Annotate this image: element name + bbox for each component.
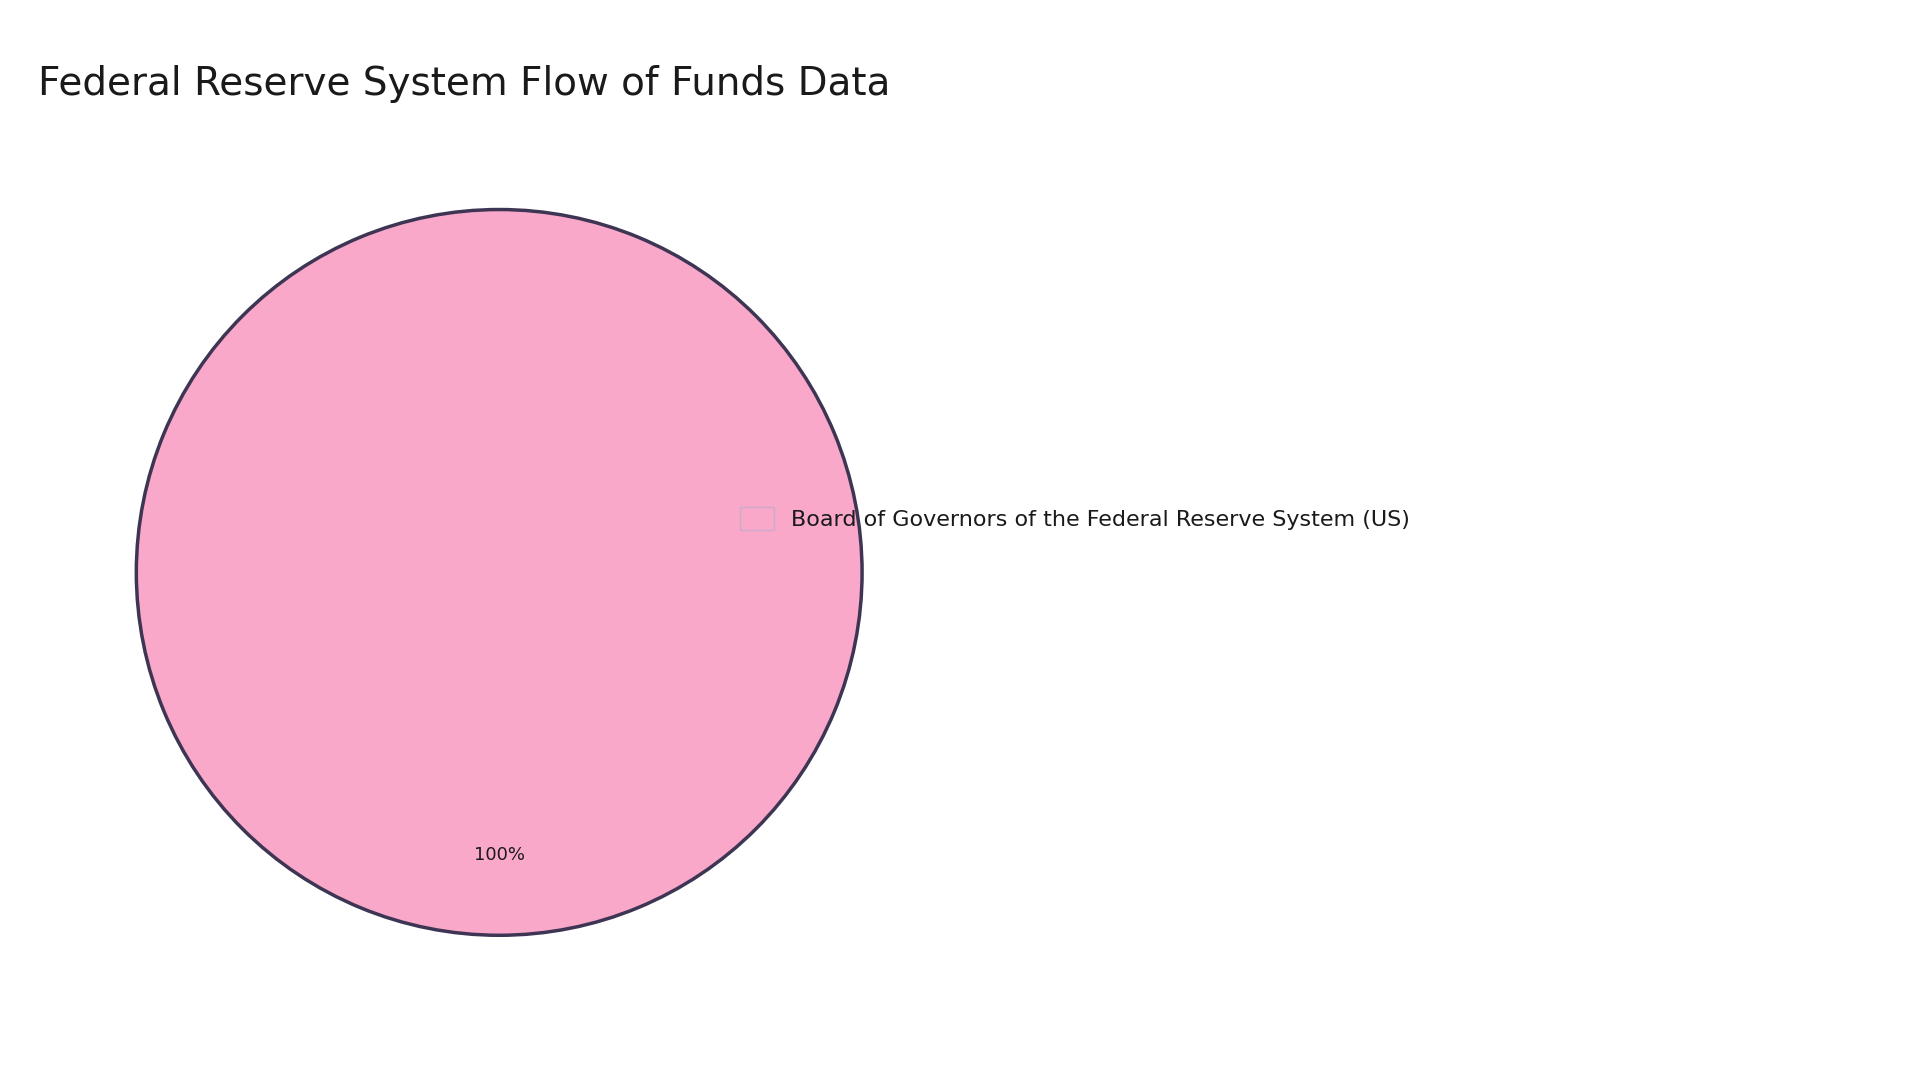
Legend: Board of Governors of the Federal Reserve System (US): Board of Governors of the Federal Reserv… bbox=[741, 507, 1409, 530]
Text: 100%: 100% bbox=[474, 847, 524, 864]
Wedge shape bbox=[136, 210, 862, 935]
Text: Federal Reserve System Flow of Funds Data: Federal Reserve System Flow of Funds Dat… bbox=[38, 65, 891, 103]
